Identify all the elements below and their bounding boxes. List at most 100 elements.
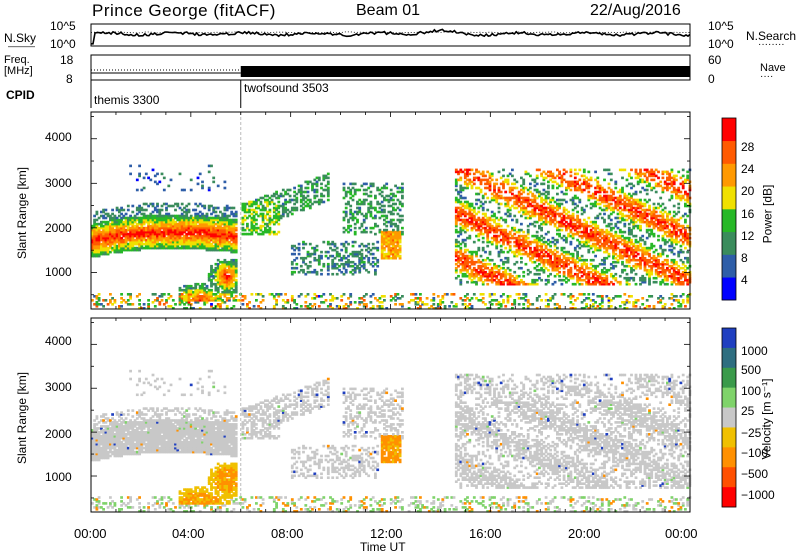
power-cell	[246, 305, 249, 308]
power-cbar-tick-28: 28	[741, 140, 755, 154]
power-cell	[499, 224, 503, 228]
power-cell	[232, 270, 236, 274]
power-cell	[228, 222, 231, 226]
power-cell	[522, 178, 526, 182]
power-cell	[216, 270, 220, 274]
power-cell	[315, 272, 319, 276]
power-cell	[138, 172, 141, 176]
power-cell	[115, 250, 119, 254]
power-cell	[207, 206, 211, 210]
power-cell	[605, 274, 609, 278]
power-cell	[481, 236, 485, 240]
power-cell	[138, 232, 141, 236]
power-cell	[201, 204, 204, 208]
power-cell	[169, 224, 173, 228]
power-cell	[396, 240, 400, 244]
power-cell	[160, 295, 164, 298]
power-cell	[331, 262, 335, 266]
power-cell	[302, 260, 305, 264]
power-cell	[216, 303, 220, 306]
power-cell	[261, 232, 265, 236]
power-cell	[106, 212, 110, 216]
power-cell	[158, 226, 162, 230]
power-cell	[472, 182, 476, 186]
power-cell	[183, 299, 186, 302]
power-cell	[383, 252, 386, 256]
power-cell	[165, 206, 168, 210]
power-cell	[324, 184, 328, 188]
power-cell	[502, 174, 505, 178]
power-cell	[225, 282, 229, 286]
power-cell	[347, 262, 350, 266]
power-cell	[293, 270, 296, 274]
power-cell	[142, 222, 146, 226]
power-cell	[167, 204, 171, 208]
power-cell	[158, 222, 162, 226]
power-cell	[306, 252, 310, 256]
power-cell	[140, 224, 144, 228]
power-cell	[158, 210, 162, 214]
power-cell	[185, 293, 189, 296]
power-cell	[504, 228, 508, 232]
power-cell	[513, 270, 517, 274]
power-cell	[308, 307, 312, 310]
power-cell	[371, 264, 375, 268]
power-cell	[216, 280, 220, 284]
power-cell	[187, 246, 191, 250]
power-cell	[414, 293, 418, 296]
power-cell	[367, 270, 371, 274]
power-cell	[243, 208, 247, 212]
power-cell	[149, 244, 153, 248]
power-cell	[95, 303, 99, 306]
power-cell	[138, 222, 141, 226]
power-cell	[223, 295, 227, 298]
power-cell	[544, 293, 548, 296]
power-cell	[243, 204, 247, 208]
power-cell	[189, 299, 193, 302]
power-cell	[142, 236, 146, 240]
power-cell	[228, 297, 231, 300]
power-cell	[91, 234, 94, 238]
power-cell	[493, 293, 496, 296]
power-cell	[126, 234, 130, 238]
power-cell	[111, 248, 114, 252]
power-cell	[394, 295, 397, 298]
power-cell	[290, 297, 294, 300]
power-cell	[169, 305, 173, 308]
power-cell	[340, 256, 344, 260]
power-cell	[284, 192, 287, 196]
power-cell	[142, 212, 146, 216]
power-cell	[189, 218, 193, 222]
power-cell	[609, 178, 613, 182]
power-cell	[93, 295, 96, 298]
power-cell	[358, 226, 362, 230]
power-cell	[250, 212, 254, 216]
power-cell	[223, 286, 227, 290]
power-cell	[138, 236, 141, 240]
power-cell	[261, 216, 265, 220]
power-cell	[551, 196, 555, 200]
power-cell	[369, 262, 373, 266]
power-cell	[275, 190, 278, 194]
power-cell	[169, 240, 173, 244]
power-cell	[367, 210, 371, 214]
power-cell	[387, 252, 391, 256]
power-cell	[97, 238, 101, 242]
power-cell	[95, 238, 99, 242]
power-cell	[178, 286, 182, 290]
power-cell	[315, 182, 319, 186]
power-cell	[342, 305, 346, 308]
power-cell	[468, 172, 472, 176]
power-cell	[246, 226, 249, 230]
power-cell	[360, 212, 364, 216]
power-cell	[389, 218, 393, 222]
power-cell	[351, 212, 355, 216]
power-cell	[120, 293, 123, 296]
power-cell	[306, 307, 310, 310]
power-cell	[369, 252, 373, 256]
power-cbar-tick-24: 24	[741, 162, 755, 176]
power-cell	[198, 244, 202, 248]
xtick-08: 08:00	[271, 526, 304, 541]
power-cell	[207, 186, 211, 190]
power-cell	[234, 218, 238, 222]
